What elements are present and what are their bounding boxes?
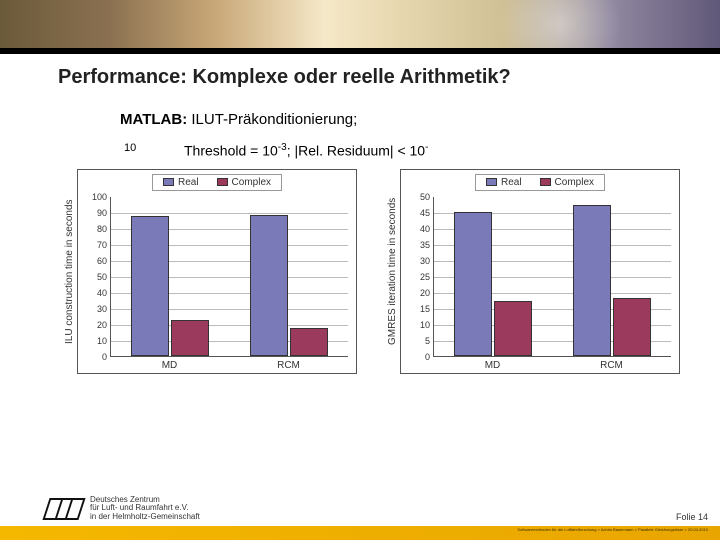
y-axis-label: GMRES iteration time in seconds: [385, 169, 400, 374]
x-labels: MDRCM: [110, 357, 348, 371]
dlr-logo-icon: [42, 498, 85, 520]
x-labels: MDRCM: [433, 357, 671, 371]
legend-label: Real: [178, 177, 199, 188]
legend-swatch: [486, 178, 497, 186]
legend-label: Complex: [232, 177, 271, 188]
bar: [290, 328, 328, 355]
y-tick: 45: [410, 208, 430, 218]
y-tick: 15: [410, 304, 430, 314]
bar: [250, 215, 288, 356]
legend-item-real: Real: [486, 177, 522, 188]
footer-tiny-text: Softwaremethoden für die Luftfahrtforsch…: [517, 527, 708, 532]
th-exp-a: -3: [278, 142, 287, 153]
y-tick: 50: [87, 272, 107, 282]
threshold-row: 10 Threshold = 10-3; |Rel. Residuum| < 1…: [0, 142, 720, 159]
chart-1: ILU construction time in seconds Real Comp…: [62, 169, 357, 374]
legend: Real Complex: [475, 174, 605, 191]
y-tick: 20: [87, 320, 107, 330]
y-tick: 10: [87, 336, 107, 346]
legend: Real Complex: [152, 174, 282, 191]
y-axis-label: ILU construction time in seconds: [62, 169, 77, 374]
bar-group: [230, 196, 349, 356]
x-label: MD: [110, 357, 229, 371]
y-tick: 10: [410, 320, 430, 330]
plot-area: 05101520253035404550: [433, 197, 671, 357]
x-label: RCM: [229, 357, 348, 371]
y-tick: 0: [87, 352, 107, 362]
chart-2: GMRES iteration time in seconds Real Compl…: [385, 169, 680, 374]
chart-box: RealComplex0102030405060708090100MDRCM: [77, 169, 357, 374]
footer-logo: Deutsches Zentrum für Luft- und Raumfahr…: [46, 496, 200, 522]
subtitle-bold: MATLAB:: [120, 111, 187, 128]
y-tick: 90: [87, 208, 107, 218]
y-tick: 60: [87, 256, 107, 266]
y-tick: 0: [410, 352, 430, 362]
bar: [171, 320, 209, 355]
y-tick: 30: [410, 256, 430, 266]
legend-item-complex: Complex: [217, 177, 271, 188]
bar: [454, 212, 492, 356]
bar: [494, 301, 532, 355]
footer-bar: Folie 14 Softwaremethoden für die Luftfa…: [0, 526, 720, 540]
legend-swatch: [540, 178, 551, 186]
charts-container: ILU construction time in seconds Real Comp…: [0, 169, 720, 374]
bar-group: [434, 196, 553, 356]
subtitle-rest: ILUT-Präkonditionierung;: [187, 111, 357, 128]
y-tick: 80: [87, 224, 107, 234]
y-tick: 100: [87, 192, 107, 202]
bars: [434, 196, 671, 356]
header-banner: [0, 0, 720, 48]
page-number: Folie 14: [676, 512, 708, 522]
bar: [613, 298, 651, 356]
legend-item-real: Real: [163, 177, 199, 188]
y-tick: 5: [410, 336, 430, 346]
y-tick: 30: [87, 304, 107, 314]
x-label: RCM: [552, 357, 671, 371]
dlr-text: Deutsches Zentrum für Luft- und Raumfahr…: [90, 496, 200, 522]
bar: [131, 216, 169, 355]
slide-body: Performance: Komplexe oder reelle Arithm…: [0, 54, 720, 374]
threshold-ten: 10: [124, 142, 184, 159]
bar-group: [553, 196, 672, 356]
subtitle: MATLAB: ILUT-Präkonditionierung;: [0, 111, 720, 128]
bar: [573, 205, 611, 355]
page-title: Performance: Komplexe oder reelle Arithm…: [0, 66, 720, 89]
threshold-text: Threshold = 10-3; |Rel. Residuum| < 10-: [184, 142, 428, 159]
y-tick: 25: [410, 272, 430, 282]
y-tick: 35: [410, 240, 430, 250]
legend-swatch: [217, 178, 228, 186]
legend-label: Real: [501, 177, 522, 188]
x-label: MD: [433, 357, 552, 371]
legend-label: Complex: [555, 177, 594, 188]
org-line3: in der Helmholtz-Gemeinschaft: [90, 513, 200, 522]
y-tick: 20: [410, 288, 430, 298]
th-exp-b: -: [425, 142, 428, 153]
legend-swatch: [163, 178, 174, 186]
th-a: Threshold = 10: [184, 143, 278, 159]
footer: Deutsches Zentrum für Luft- und Raumfahr…: [0, 496, 720, 540]
chart-box: RealComplex05101520253035404550MDRCM: [400, 169, 680, 374]
plot-area: 0102030405060708090100: [110, 197, 348, 357]
y-tick: 70: [87, 240, 107, 250]
y-tick: 40: [87, 288, 107, 298]
legend-item-complex: Complex: [540, 177, 594, 188]
y-tick: 40: [410, 224, 430, 234]
y-tick: 50: [410, 192, 430, 202]
bars: [111, 196, 348, 356]
th-b: ; |Rel. Residuum| < 10: [287, 143, 425, 159]
bar-group: [111, 196, 230, 356]
